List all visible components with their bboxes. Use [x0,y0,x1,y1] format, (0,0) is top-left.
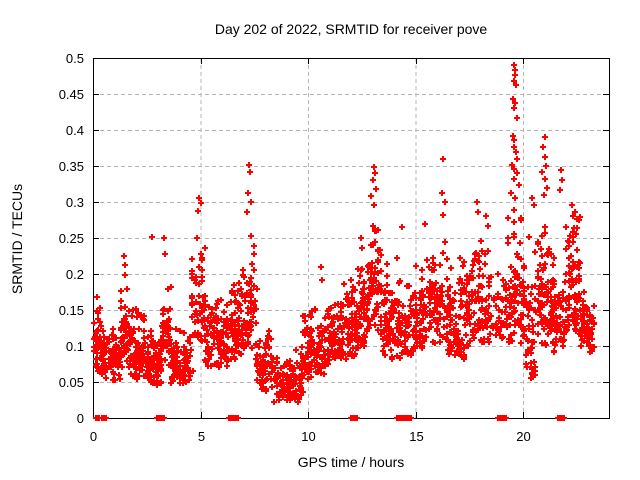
x-tick-label: 0 [90,429,97,444]
y-tick-label: 0.35 [59,159,84,174]
y-tick-label: 0.1 [66,339,84,354]
x-axis-label: GPS time / hours [297,454,405,470]
x-tick-label: 10 [301,429,315,444]
y-tick-label: 0.25 [59,231,84,246]
x-tick-label: 5 [198,429,205,444]
y-tick-label: 0.2 [66,267,84,282]
x-tick-label: 15 [409,429,423,444]
y-tick-label: 0.4 [66,123,84,138]
y-tick-label: 0.3 [66,195,84,210]
y-axis-label: SRMTID / TECUs [9,183,25,295]
y-tick-label: 0 [77,411,84,426]
x-tick-label: 20 [516,429,530,444]
data-points-srmtid [91,62,597,421]
y-tick-label: 0.5 [66,51,84,66]
chart-title: Day 202 of 2022, SRMTID for receiver pov… [214,21,488,37]
y-tick-label: 0.05 [59,375,84,390]
y-tick-label: 0.45 [59,87,84,102]
y-tick-label: 0.15 [59,303,84,318]
